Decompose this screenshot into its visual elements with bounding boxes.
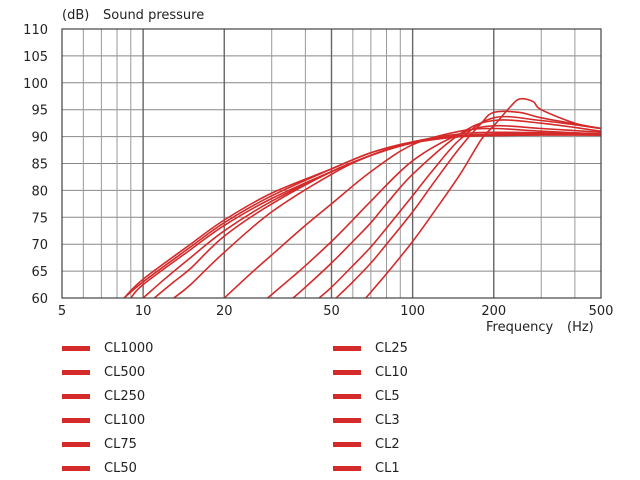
y-tick-label: 75: [31, 211, 48, 226]
y-tick-label: 85: [31, 158, 48, 173]
series-line-cl3: [318, 115, 602, 299]
series-line-cl5: [292, 119, 602, 299]
series-line-cl50: [173, 131, 602, 299]
x-tick-label: 500: [589, 304, 614, 319]
series-line-cl100: [142, 133, 602, 299]
series-line-cl2: [335, 110, 602, 299]
x-axis-label: Frequency: [486, 320, 553, 335]
x-tick-label: 50: [323, 304, 340, 319]
x-tick-label: 200: [481, 304, 506, 319]
y-tick-label: 60: [31, 292, 48, 307]
x-tick-label: 100: [400, 304, 425, 319]
y-tick-label: 70: [31, 238, 48, 253]
y-tick-labels: 60 65 70 75 80 85 90 95 100 105 110: [23, 23, 48, 307]
series-line-cl1: [365, 97, 602, 299]
y-axis-label: Sound pressure: [103, 8, 204, 23]
x-unit-label: (Hz): [567, 320, 594, 335]
y-tick-label: 65: [31, 265, 48, 280]
y-tick-label: 95: [31, 104, 48, 119]
y-tick-label: 110: [23, 23, 48, 38]
plot-area-border: [61, 28, 602, 299]
series-line-cl25: [223, 127, 602, 299]
y-tick-label: 90: [31, 131, 48, 146]
series-line-cl10: [267, 124, 602, 299]
series-line-cl75: [153, 132, 602, 299]
y-tick-label: 100: [23, 77, 48, 92]
x-tick-labels: 5 10 20 50 100 200 500: [58, 304, 614, 319]
y-tick-label: 105: [23, 50, 48, 65]
x-tick-label: 20: [216, 304, 233, 319]
x-tick-label: 10: [135, 304, 152, 319]
series-lines: [123, 97, 602, 299]
x-tick-label: 5: [58, 304, 66, 319]
y-unit-label: (dB): [62, 8, 89, 23]
y-tick-label: 80: [31, 184, 48, 199]
grid: [62, 29, 601, 298]
